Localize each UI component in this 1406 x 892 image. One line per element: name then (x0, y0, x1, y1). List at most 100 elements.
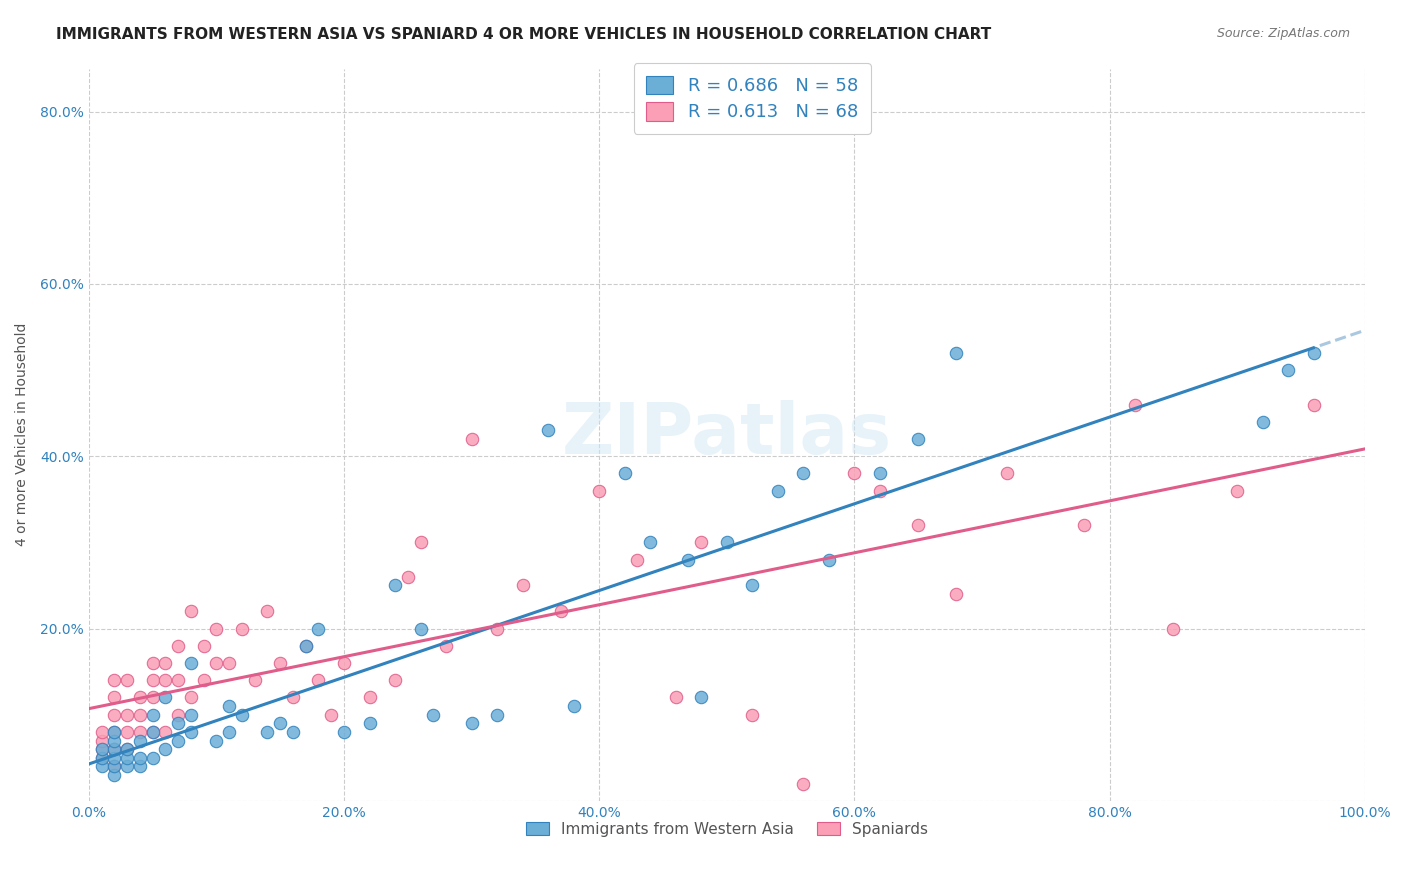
Point (218, 725, 240, 739)
Point (115, 707, 138, 722)
Point (115, 742, 138, 756)
Point (321, 707, 343, 722)
Point (512, 578, 534, 592)
Point (588, 483, 610, 498)
Point (231, 622, 253, 636)
Point (142, 707, 165, 722)
Point (626, 552, 648, 566)
Point (218, 699, 240, 714)
Point (142, 751, 165, 765)
Point (1226, 483, 1249, 498)
Point (907, 518, 929, 533)
Point (103, 725, 125, 739)
Point (231, 707, 253, 722)
Point (486, 707, 509, 722)
Point (115, 673, 138, 688)
Point (409, 535, 432, 549)
Point (460, 716, 482, 731)
Point (869, 483, 891, 498)
Point (90, 733, 112, 747)
Point (142, 656, 165, 670)
Point (155, 725, 177, 739)
Point (243, 673, 266, 688)
Point (792, 467, 814, 481)
Point (308, 673, 330, 688)
Point (256, 725, 278, 739)
Point (155, 673, 177, 688)
Point (422, 707, 444, 722)
Point (155, 742, 177, 756)
Point (180, 604, 202, 618)
Point (193, 639, 215, 653)
Point (90, 742, 112, 756)
Point (115, 751, 138, 765)
Point (460, 432, 482, 446)
Point (1163, 622, 1185, 636)
Point (103, 733, 125, 747)
Point (294, 639, 316, 653)
Point (103, 673, 125, 688)
Point (359, 716, 381, 731)
Point (103, 768, 125, 782)
Point (384, 673, 406, 688)
Point (128, 751, 150, 765)
Point (180, 656, 202, 670)
Point (741, 707, 763, 722)
Point (103, 690, 125, 705)
Point (907, 432, 929, 446)
Point (562, 699, 585, 714)
Point (90, 751, 112, 765)
Point (167, 733, 190, 747)
Text: ZIPatlas: ZIPatlas (562, 401, 891, 469)
Point (792, 777, 814, 791)
Point (128, 759, 150, 773)
Point (665, 690, 688, 705)
Text: IMMIGRANTS FROM WESTERN ASIA VS SPANIARD 4 OR MORE VEHICLES IN HOUSEHOLD CORRELA: IMMIGRANTS FROM WESTERN ASIA VS SPANIARD… (56, 27, 991, 42)
Point (434, 639, 457, 653)
Point (90, 725, 112, 739)
Point (167, 639, 190, 653)
Point (333, 656, 356, 670)
Point (1073, 518, 1095, 533)
Point (128, 690, 150, 705)
Point (128, 725, 150, 739)
Point (90, 759, 112, 773)
Point (205, 622, 228, 636)
Point (180, 725, 202, 739)
Point (256, 604, 278, 618)
Point (142, 673, 165, 688)
Point (155, 656, 177, 670)
Point (281, 725, 304, 739)
Point (359, 690, 381, 705)
Point (155, 690, 177, 705)
Point (180, 690, 202, 705)
Point (308, 622, 330, 636)
Point (537, 424, 560, 438)
Point (384, 578, 406, 592)
Point (1277, 363, 1299, 377)
Point (193, 673, 215, 688)
Point (945, 346, 967, 360)
Point (690, 690, 713, 705)
Point (409, 622, 432, 636)
Point (103, 759, 125, 773)
Point (90, 742, 112, 756)
Point (294, 639, 316, 653)
Point (844, 467, 866, 481)
Point (613, 467, 636, 481)
Point (103, 707, 125, 722)
Point (128, 707, 150, 722)
Point (115, 725, 138, 739)
Point (142, 725, 165, 739)
Legend: Immigrants from Western Asia, Spaniards: Immigrants from Western Asia, Spaniards (517, 814, 935, 845)
Point (741, 578, 763, 592)
Point (396, 570, 419, 584)
Point (142, 690, 165, 705)
Point (115, 742, 138, 756)
Point (716, 535, 738, 549)
Point (1302, 346, 1324, 360)
Point (269, 716, 291, 731)
Point (142, 725, 165, 739)
Point (1251, 415, 1274, 429)
Point (638, 535, 661, 549)
